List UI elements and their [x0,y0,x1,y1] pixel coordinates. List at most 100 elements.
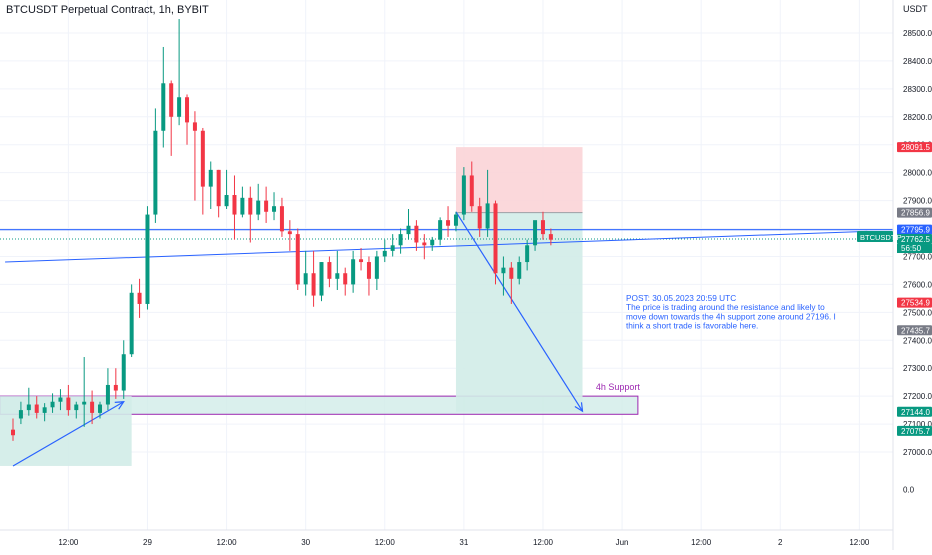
x-tick-label: 12:00 [691,538,712,547]
candle-body [501,267,506,274]
short-position-risk [455,147,583,213]
candle-body [42,407,47,413]
currency-label: USDT [903,4,928,14]
candle-body [232,195,237,215]
x-tick-label: 31 [459,538,468,547]
candle-body [90,401,95,413]
y-tick-label: 27200.0 [903,392,932,401]
x-tick-label: 12:00 [58,538,79,547]
price-label-text: 27534.9 [901,299,930,308]
candle-body [121,354,126,391]
candle-body [398,234,403,246]
candle-body [192,122,197,131]
candle-body [279,206,284,232]
left-target-zone [0,396,132,466]
candle-body [517,262,522,279]
candle-body [82,401,87,405]
candle-body [533,220,538,246]
price-label-text: 27856.9 [901,209,930,218]
candle-body [34,404,39,413]
y-tick-label: 27600.0 [903,280,932,289]
price-label-text: 27795.9 [901,226,930,235]
candle-body [153,130,158,215]
candle-body [453,214,458,226]
candle-body [406,225,411,235]
candle-body [509,267,514,279]
y-tick-label: 0.0 [903,486,915,495]
price-label-box [897,207,932,218]
candle-body [256,200,261,215]
candle-body [493,203,498,274]
candle-body [540,220,545,235]
grid [0,0,893,530]
x-tick-label: 12:00 [375,538,396,547]
candle-body [105,384,110,405]
annotation-line: move down towards the 4h support zone ar… [626,311,836,321]
arrow-head-2 [574,402,584,413]
candle-body [422,242,427,246]
price-label-text: 27075.7 [901,427,930,436]
arrow-head-1 [114,401,125,410]
candle-body [18,410,23,419]
price-label-text: 28091.5 [901,143,930,152]
arrow-line-2 [455,211,584,412]
candle-body [525,245,530,263]
x-tick-label: 29 [143,538,152,547]
candles [11,19,553,441]
candle-body [240,197,245,215]
price-label-text: 27435.7 [901,326,930,335]
candle-body [311,273,316,296]
y-tick-label: 27000.0 [903,448,932,457]
price-label-box [897,425,932,436]
y-tick-label: 28400.0 [903,57,932,66]
candle-body [200,130,205,187]
candle-body [113,384,118,391]
candle-body [264,200,269,212]
candle-body [169,83,174,117]
y-tick-label: 27400.0 [903,336,932,345]
candle-body [287,231,292,235]
candle-body [477,206,482,229]
candle-body [319,262,324,296]
y-tick-label: 27100.0 [903,420,932,429]
candle-body [469,175,474,207]
candle-body [374,256,379,279]
countdown-box [897,244,932,254]
candle-body [351,259,356,285]
candle-body [216,169,221,207]
y-tick-label: 27300.0 [903,364,932,373]
annotation-line: POST: 30.05.2023 20:59 UTC [626,293,736,303]
candle-body [366,262,371,279]
candle-body [303,273,308,285]
candle-body [390,245,395,251]
candle-body [248,197,253,215]
candle-body [58,397,63,402]
candle-body [343,273,348,285]
x-tick-label: 2 [778,538,783,547]
time-axis: 12:00 29 12:00 30 12:00 31 12:00 Jun 12:00 2 12:00 [58,538,870,547]
price-label-box [897,224,932,235]
candle-body [50,401,55,408]
candle-body [414,225,419,243]
candle-body [161,83,166,131]
chart-title: BTCUSDT Perpetual Contract, 1h, BYBIT [6,4,209,16]
candle-body [295,234,300,285]
candle-body [145,214,150,304]
candle-body [177,97,182,117]
price-label-box [897,406,932,417]
annotation-line: The price is trading around the resistan… [626,302,825,312]
candle-body [446,220,451,226]
candle-body [438,220,443,240]
drawings [0,211,893,467]
candle-body [359,259,364,263]
x-tick-label: 30 [301,538,310,547]
symbol-tag-text: BTCUSDT.P [860,233,902,242]
price-label-box [897,142,932,153]
candle-body [129,292,134,355]
arrow-line-1 [12,401,125,467]
candle-body [185,97,190,123]
candle-body [66,397,71,411]
candle-body [11,429,15,436]
